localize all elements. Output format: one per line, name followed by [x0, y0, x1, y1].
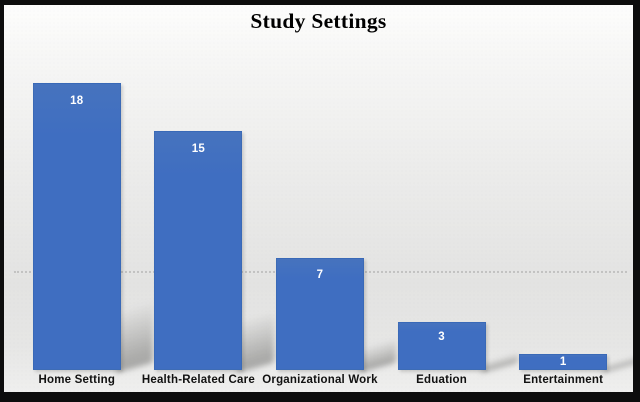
- bar-slot: 7: [259, 70, 396, 373]
- bar-eduation: 3: [397, 322, 486, 370]
- category-label: Entertainment: [523, 374, 604, 386]
- plot-area: 18 15 7 3 1: [16, 70, 633, 373]
- bar-value-label: 1: [559, 356, 567, 368]
- bar-organizational-work: 7: [275, 258, 364, 370]
- bar-slot: 1: [502, 70, 633, 373]
- category-label: Organizational Work: [262, 374, 378, 386]
- bar-value-label: 3: [438, 331, 445, 343]
- x-axis-labels: Home Setting Health-Related Care Organizat…: [16, 374, 624, 386]
- category-label: Health-Related Care: [141, 374, 255, 386]
- bar-slot: 15: [138, 70, 275, 373]
- bar-value-label: 18: [70, 95, 84, 107]
- chart-canvas: Study Settings 18 15 7 3 1 Home Setting Healt…: [4, 5, 633, 392]
- bar-value-label: 7: [316, 269, 324, 281]
- bar-floor-shadow: [603, 354, 633, 373]
- bar-entertainment: 1: [519, 354, 608, 370]
- category-label: Eduation: [416, 374, 467, 386]
- chart-title: Study Settings: [250, 9, 387, 33]
- bar-health-related-care: 15: [154, 131, 243, 370]
- bar-slot: 18: [16, 70, 153, 373]
- bar-slot: 3: [381, 70, 518, 373]
- category-label: Home Setting: [38, 374, 116, 386]
- bar-value-label: 15: [191, 143, 206, 155]
- bar-home-setting: 18: [32, 83, 121, 370]
